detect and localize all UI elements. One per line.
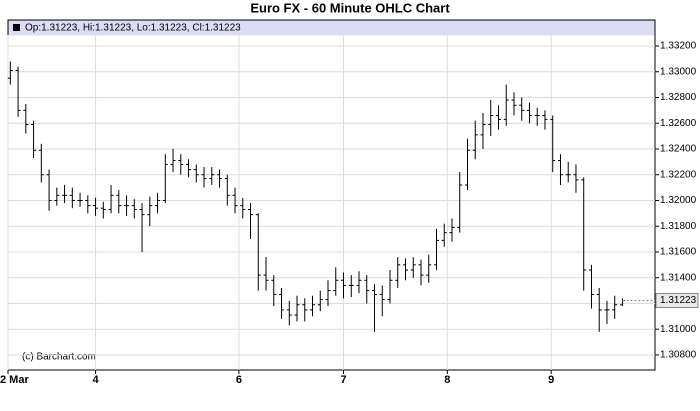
y-tick-label: 1.32800 <box>660 92 697 103</box>
watermark: (c) Barchart.com <box>22 352 96 363</box>
legend-strip <box>8 20 655 36</box>
x-tick-label: 6 <box>236 374 242 386</box>
y-tick-label: 1.31600 <box>660 247 697 258</box>
legend-text: Op:1.31223, Hi:1.31223, Lo:1.31223, Cl:1… <box>25 23 241 34</box>
y-tick-label: 1.32600 <box>660 118 697 129</box>
y-tick-label: 1.31400 <box>660 272 697 283</box>
plot-area <box>7 19 656 371</box>
x-tick-label: 8 <box>444 374 450 386</box>
y-tick-label: 1.31000 <box>660 324 697 335</box>
chart-title: Euro FX - 60 Minute OHLC Chart <box>250 0 450 15</box>
y-tick-label: 1.31800 <box>660 221 697 232</box>
x-tick-label: 9 <box>548 374 554 386</box>
y-tick-label: 1.32200 <box>660 169 697 180</box>
last-price-label: 1.31223 <box>660 295 697 306</box>
y-tick-label: 1.32000 <box>660 195 697 206</box>
last-price-box <box>655 292 699 308</box>
legend-swatch <box>13 24 20 31</box>
y-tick-label: 1.30800 <box>660 350 697 361</box>
x-tick-label: 4 <box>92 374 99 386</box>
x-tick-label: 7 <box>340 374 346 386</box>
y-tick-label: 1.33200 <box>660 41 697 52</box>
y-tick-label: 1.32400 <box>660 144 697 155</box>
y-tick-label: 1.33000 <box>660 66 697 77</box>
x-tick-label: 2 Mar <box>0 374 29 386</box>
